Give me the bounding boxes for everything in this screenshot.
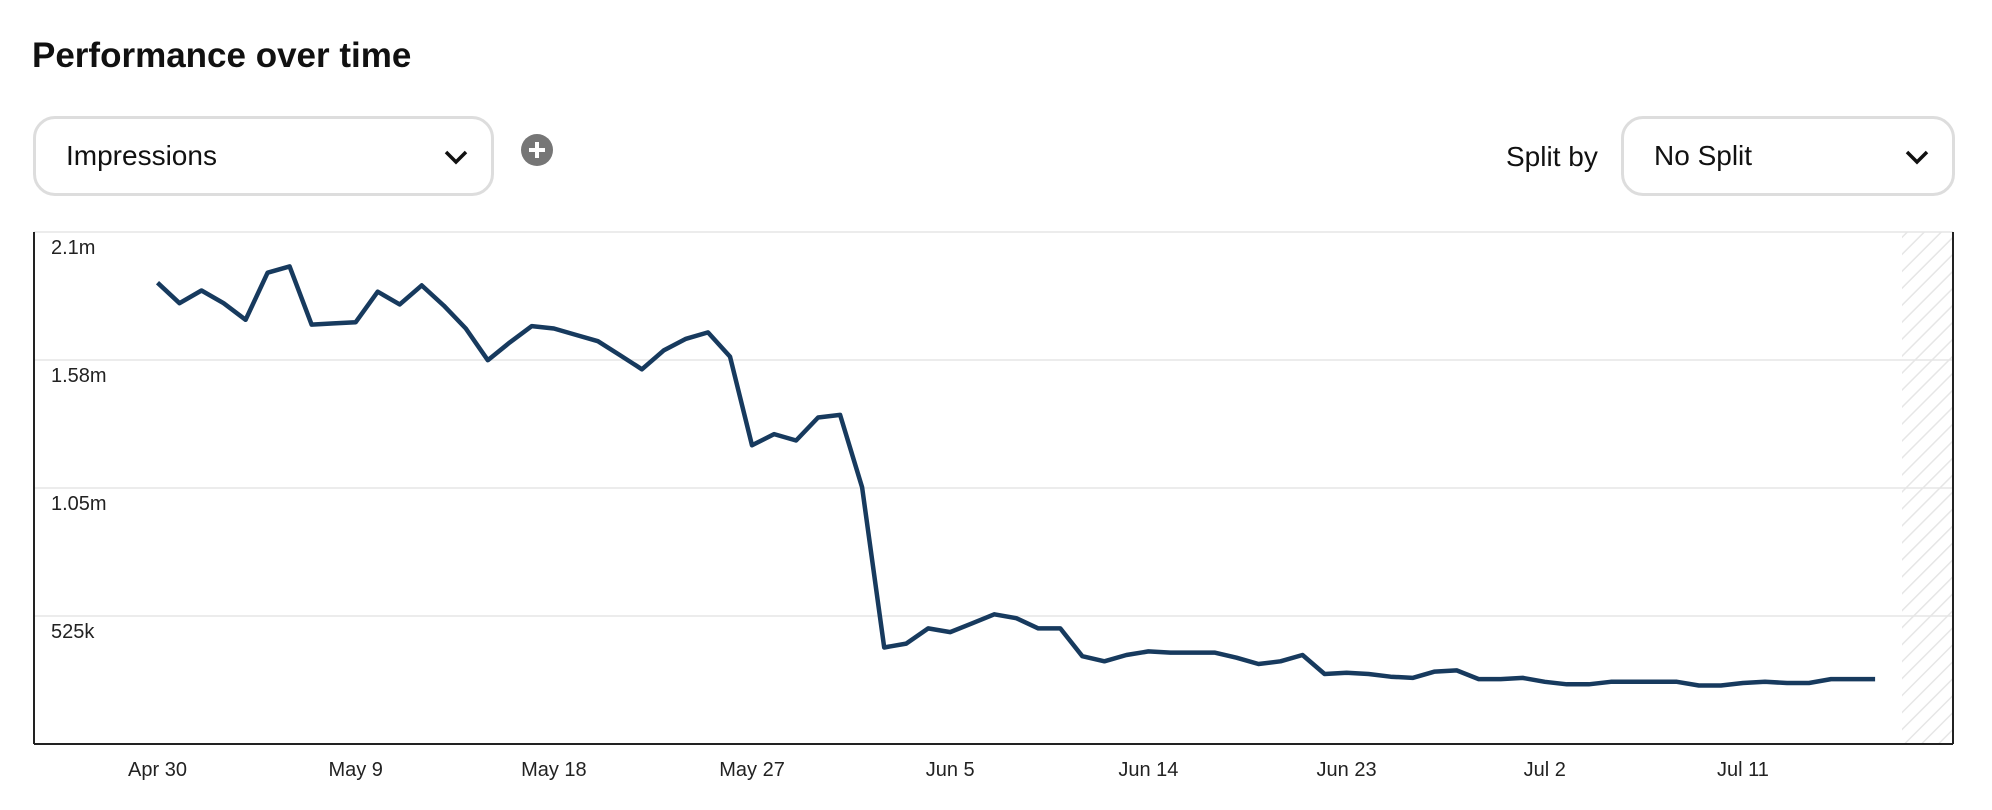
x-tick-label: Jul 2: [1524, 759, 1566, 781]
split-label: Split by: [1506, 141, 1598, 172]
y-tick-label: 525k: [51, 621, 95, 643]
x-tick-label: Jun 14: [1118, 759, 1178, 781]
x-tick-label: Apr 30: [128, 759, 187, 781]
y-tick-label: 2.1m: [51, 237, 95, 259]
incomplete-period: [1902, 232, 1953, 744]
x-tick-label: Jun 5: [926, 759, 975, 781]
data-line: [155, 264, 1876, 688]
y-tick-label: 1.05m: [51, 493, 107, 515]
split-value: No Split: [1654, 140, 1753, 171]
section-title: Performance over time: [32, 36, 412, 75]
x-tick-label: May 9: [328, 759, 382, 781]
metric-dropdown[interactable]: Impressions: [33, 116, 494, 196]
x-tick-label: May 18: [521, 759, 587, 781]
add-metric-button[interactable]: [521, 134, 553, 166]
metric-value: Impressions: [66, 140, 217, 171]
chevron: [1905, 150, 1929, 165]
x-tick-label: May 27: [719, 759, 785, 781]
y-tick-label: 1.58m: [51, 365, 107, 387]
chevron: [444, 150, 468, 165]
x-tick-label: Jul 11: [1717, 759, 1769, 781]
split-dropdown[interactable]: No Split: [1621, 116, 1955, 196]
x-tick-label: Jun 23: [1317, 759, 1377, 781]
